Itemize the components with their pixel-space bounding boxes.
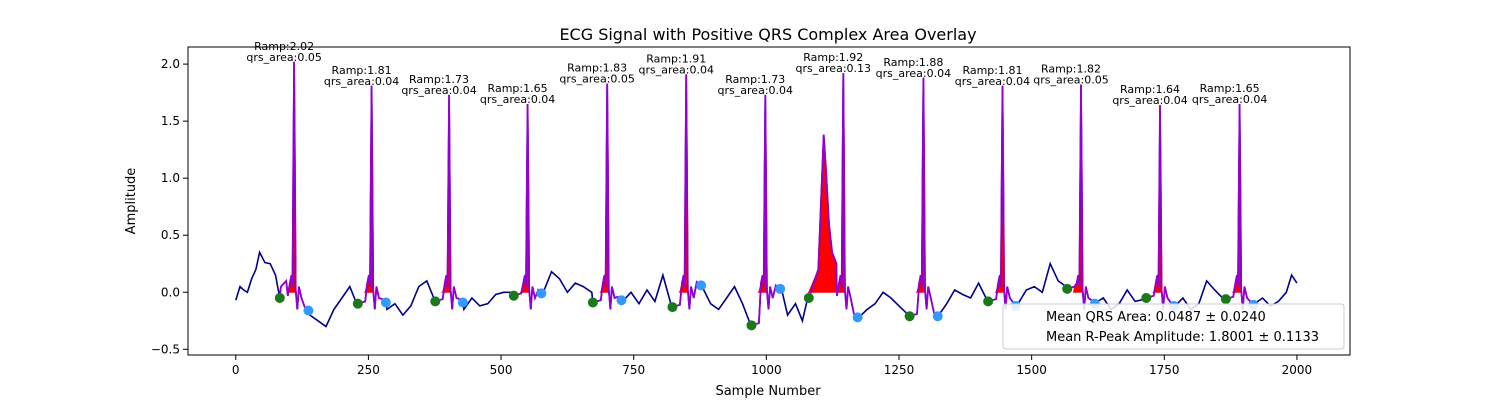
- qrs-offset-marker: [775, 283, 786, 294]
- qrs-segment-line: [672, 74, 702, 310]
- x-tick-label: 750: [622, 363, 645, 377]
- qrs-area-label: qrs_area:0.13: [796, 62, 871, 75]
- qrs-onset-marker: [587, 297, 598, 308]
- r-peak-amplitude-label: Ramp:1.92: [803, 51, 863, 64]
- y-tick-label: 0.0: [161, 285, 180, 299]
- y-tick-label: 2.0: [161, 57, 180, 71]
- qrs-offset-marker: [616, 295, 627, 306]
- x-axis-label: Sample Number: [715, 384, 821, 399]
- qrs-onset-marker: [508, 290, 519, 301]
- qrs-segment-line: [1146, 105, 1175, 310]
- legend-box: [1002, 303, 1345, 350]
- y-tick-label: 1.0: [161, 171, 180, 185]
- x-tick-label: 500: [490, 363, 513, 377]
- qrs-area-label: qrs_area:0.04: [480, 93, 555, 106]
- qrs-area-label: qrs_area:0.05: [559, 73, 634, 86]
- qrs-area-label: qrs_area:0.04: [955, 75, 1030, 88]
- qrs-segment-line: [278, 61, 310, 312]
- qrs-offset-marker: [380, 297, 391, 308]
- r-peak-amplitude-label: Ramp:1.73: [409, 73, 469, 86]
- qrs-offset-marker: [696, 280, 707, 291]
- qrs-area-label: qrs_area:0.04: [638, 63, 713, 76]
- qrs-segment-line: [513, 103, 543, 310]
- qrs-segment-line: [909, 77, 939, 318]
- qrs-segment-line: [357, 85, 387, 310]
- qrs-onset-marker: [803, 292, 814, 303]
- r-peak-amplitude-label: Ramp:1.82: [1041, 63, 1101, 76]
- x-tick-label: 1750: [1149, 363, 1180, 377]
- qrs-offset-marker: [536, 288, 547, 299]
- y-tick-label: 0.5: [161, 228, 180, 242]
- qrs-onset-marker: [1141, 292, 1152, 303]
- r-peak-amplitude-label: Ramp:1.64: [1120, 83, 1180, 96]
- qrs-area-label: qrs_area:0.04: [718, 84, 793, 97]
- x-tick-label: 250: [357, 363, 380, 377]
- r-peak-amplitude-label: Ramp:1.73: [725, 73, 785, 86]
- x-tick-label: 0: [232, 363, 240, 377]
- qrs-area-label: qrs_area:0.04: [876, 67, 951, 80]
- r-peak-amplitude-label: Ramp:1.91: [646, 52, 706, 65]
- r-peak-amplitude-label: Ramp:2.02: [254, 40, 314, 53]
- r-peak-amplitude-label: Ramp:1.83: [567, 62, 627, 75]
- qrs-onset-marker: [430, 296, 441, 307]
- x-tick-label: 1250: [884, 363, 915, 377]
- qrs-area-label: qrs_area:0.04: [1112, 94, 1187, 107]
- x-axis-ticks: 0 250 500 750 1000 1250 1500 1750 2000: [232, 355, 1312, 377]
- legend-entry-mean-r-peak: Mean R-Peak Amplitude: 1.8001 ± 0.1133: [1046, 330, 1319, 345]
- y-axis-ticks: −0.5 0.0 0.5 1.0 1.5 2.0: [151, 57, 188, 356]
- qrs-area-label: qrs_area:0.04: [324, 75, 399, 88]
- qrs-area-label: qrs_area:0.04: [401, 84, 476, 97]
- r-peak-amplitude-label: Ramp:1.88: [883, 56, 943, 69]
- r-peak-amplitude-label: Ramp:1.65: [488, 82, 548, 95]
- beat-annotations: Ramp:2.02qrs_area:0.05Ramp:1.81qrs_area:…: [246, 40, 1267, 107]
- qrs-onset-marker: [1220, 294, 1231, 305]
- qrs-offset-marker: [303, 305, 314, 316]
- qrs-area-label: qrs_area:0.05: [1033, 74, 1108, 87]
- qrs-segment-line: [1225, 103, 1255, 310]
- plot-frame: [187, 46, 1351, 356]
- qrs-segment-line: [987, 85, 1017, 310]
- qrs-onset-marker: [667, 302, 678, 313]
- qrs-offset-marker: [457, 297, 468, 308]
- r-peak-amplitude-label: Ramp:1.65: [1200, 82, 1260, 95]
- y-tick-label: −0.5: [151, 342, 180, 356]
- legend: Mean QRS Area: 0.0487 ± 0.0240 Mean R-Pe…: [1002, 303, 1345, 350]
- qrs-onset-marker: [274, 292, 285, 303]
- qrs-segment-line: [807, 73, 859, 319]
- qrs-offset-marker: [932, 311, 943, 322]
- x-tick-label: 1500: [1016, 363, 1047, 377]
- r-peak-amplitude-label: Ramp:1.81: [332, 64, 392, 77]
- y-axis-label: Amplitude: [124, 168, 139, 235]
- qrs-onset-marker: [904, 311, 915, 322]
- x-tick-label: 2000: [1282, 363, 1313, 377]
- qrs-onset-marker: [746, 320, 757, 331]
- qrs-segment-line: [751, 94, 781, 327]
- qrs-area-label: qrs_area:0.05: [246, 51, 321, 64]
- qrs-segment-line: [592, 83, 623, 310]
- qrs-segment-line: [1066, 84, 1096, 310]
- chart-title: ECG Signal with Positive QRS Complex Are…: [559, 25, 976, 44]
- qrs-onset-marker: [352, 298, 363, 309]
- legend-entry-mean-qrs-area: Mean QRS Area: 0.0487 ± 0.0240: [1046, 310, 1266, 325]
- qrs-area-label: qrs_area:0.04: [1192, 93, 1267, 106]
- x-tick-label: 1000: [751, 363, 782, 377]
- qrs-offset-marker: [852, 312, 863, 323]
- y-tick-label: 1.5: [161, 114, 180, 128]
- qrs-onset-marker: [1062, 283, 1073, 294]
- qrs-onset-marker: [983, 296, 994, 307]
- r-peak-amplitude-label: Ramp:1.81: [962, 64, 1022, 77]
- qrs-segment-line: [435, 94, 464, 310]
